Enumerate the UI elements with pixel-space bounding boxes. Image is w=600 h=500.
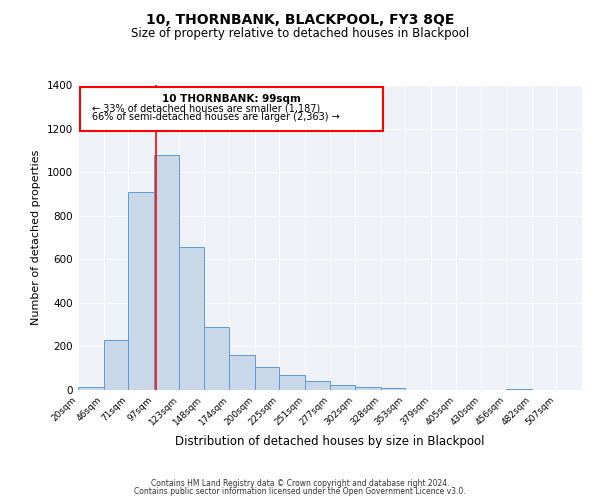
Bar — [305, 382, 331, 390]
Bar — [204, 327, 229, 390]
Text: 10 THORNBANK: 99sqm: 10 THORNBANK: 99sqm — [162, 94, 301, 104]
Text: Contains HM Land Registry data © Crown copyright and database right 2024.: Contains HM Land Registry data © Crown c… — [151, 478, 449, 488]
Bar — [104, 340, 128, 390]
Bar — [280, 375, 305, 390]
Bar — [179, 248, 204, 390]
Bar — [154, 154, 179, 390]
Text: ← 33% of detached houses are smaller (1,187): ← 33% of detached houses are smaller (1,… — [92, 104, 320, 114]
Bar — [229, 355, 255, 390]
Y-axis label: Number of detached properties: Number of detached properties — [31, 150, 41, 325]
Text: 10, THORNBANK, BLACKPOOL, FY3 8QE: 10, THORNBANK, BLACKPOOL, FY3 8QE — [146, 12, 454, 26]
Bar — [355, 386, 380, 390]
Text: 66% of semi-detached houses are larger (2,363) →: 66% of semi-detached houses are larger (… — [92, 112, 340, 122]
Text: Contains public sector information licensed under the Open Government Licence v3: Contains public sector information licen… — [134, 487, 466, 496]
X-axis label: Distribution of detached houses by size in Blackpool: Distribution of detached houses by size … — [175, 436, 485, 448]
Bar — [255, 367, 280, 390]
Text: Size of property relative to detached houses in Blackpool: Size of property relative to detached ho… — [131, 28, 469, 40]
FancyBboxPatch shape — [80, 87, 383, 130]
Bar — [380, 388, 405, 390]
Bar — [506, 389, 532, 390]
Bar — [78, 386, 104, 390]
Bar — [331, 384, 355, 390]
Bar — [128, 192, 154, 390]
